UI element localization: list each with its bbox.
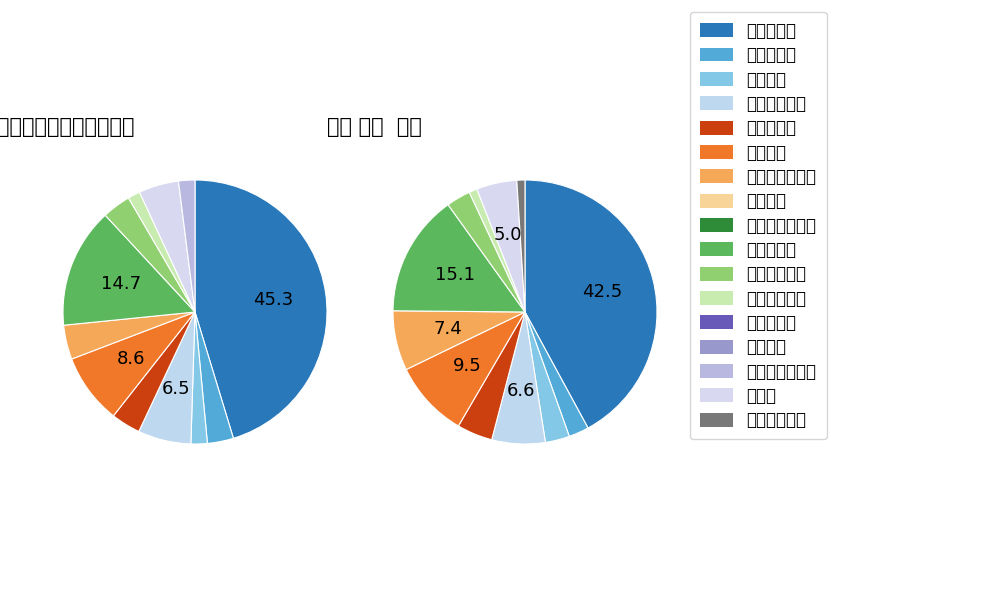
Wedge shape [406, 312, 525, 426]
Wedge shape [492, 312, 545, 444]
Text: 9.5: 9.5 [452, 357, 481, 375]
Text: パ・リーグ全プレイヤー: パ・リーグ全プレイヤー [0, 117, 134, 137]
Wedge shape [63, 215, 195, 325]
Wedge shape [195, 180, 327, 438]
Text: 鈴木 大地  選手: 鈴木 大地 選手 [327, 117, 422, 137]
Wedge shape [113, 312, 195, 431]
Text: 14.7: 14.7 [101, 275, 141, 293]
Text: 6.5: 6.5 [162, 380, 191, 398]
Legend: ストレート, ツーシーム, シュート, カットボール, スプリット, フォーク, チェンジアップ, シンカー, 高速スライダー, スライダー, 縦スライダー, : ストレート, ツーシーム, シュート, カットボール, スプリット, フォーク,… [690, 12, 827, 439]
Text: 15.1: 15.1 [435, 266, 475, 284]
Wedge shape [178, 180, 195, 312]
Text: 5.0: 5.0 [494, 226, 522, 244]
Wedge shape [105, 198, 195, 312]
Wedge shape [517, 180, 525, 312]
Wedge shape [477, 180, 525, 312]
Wedge shape [469, 189, 525, 312]
Text: 8.6: 8.6 [117, 350, 145, 368]
Wedge shape [525, 312, 569, 442]
Wedge shape [140, 181, 195, 312]
Wedge shape [64, 312, 195, 359]
Text: 6.6: 6.6 [507, 382, 535, 400]
Text: 45.3: 45.3 [253, 292, 293, 310]
Wedge shape [129, 192, 195, 312]
Wedge shape [393, 311, 525, 370]
Wedge shape [525, 180, 657, 428]
Wedge shape [458, 312, 525, 440]
Wedge shape [72, 312, 195, 416]
Wedge shape [525, 312, 588, 436]
Wedge shape [448, 193, 525, 312]
Wedge shape [191, 312, 207, 444]
Wedge shape [393, 205, 525, 312]
Text: 7.4: 7.4 [433, 320, 462, 338]
Wedge shape [139, 312, 195, 444]
Wedge shape [195, 312, 233, 443]
Text: 42.5: 42.5 [582, 283, 622, 301]
